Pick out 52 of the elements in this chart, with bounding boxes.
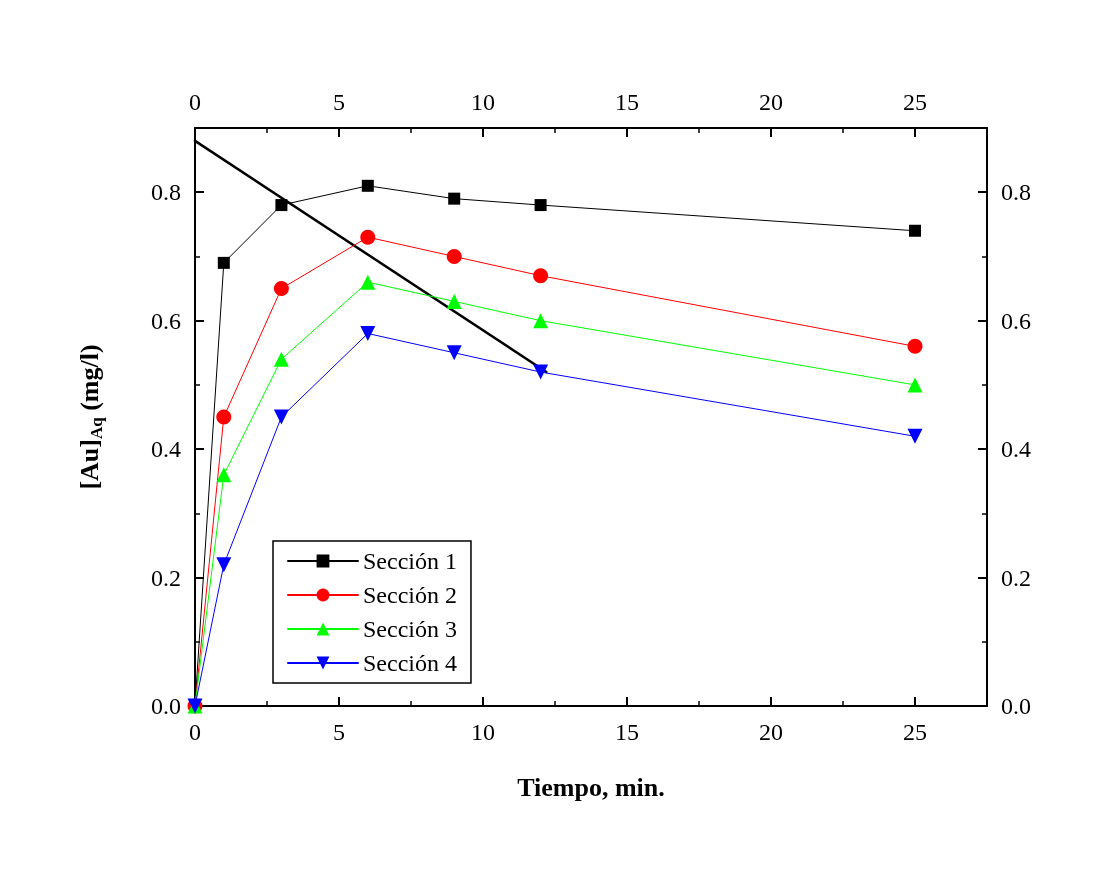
x-tick-label: 25 xyxy=(903,719,927,745)
point xyxy=(446,293,462,309)
y-tick-label: 0.2 xyxy=(151,564,181,591)
point xyxy=(907,377,923,393)
point xyxy=(534,199,547,212)
point xyxy=(448,192,461,205)
y2-tick-label: 0.4 xyxy=(1001,436,1031,463)
legend-label: Sección 4 xyxy=(363,650,457,676)
y-tick-label: 0.8 xyxy=(151,179,181,206)
point xyxy=(216,557,232,573)
x-tick-label: 5 xyxy=(333,719,345,745)
x-tick-label: 0 xyxy=(189,719,201,745)
point xyxy=(217,256,230,269)
point xyxy=(216,467,232,483)
legend-label: Sección 2 xyxy=(363,582,457,608)
point xyxy=(273,281,289,297)
y-tick-label: 0.6 xyxy=(151,307,181,334)
y2-tick-label: 0.6 xyxy=(1001,307,1031,334)
point xyxy=(907,428,923,444)
point xyxy=(446,345,462,361)
point xyxy=(360,274,376,290)
y-axis-title: [Au]Aq (mg/l) xyxy=(75,344,106,490)
x2-tick-label: 0 xyxy=(189,89,201,115)
x2-tick-label: 10 xyxy=(471,89,495,115)
x2-tick-label: 15 xyxy=(615,89,639,115)
y2-tick-label: 0.0 xyxy=(1001,693,1031,719)
y2-tick-label: 0.8 xyxy=(1001,179,1031,206)
point xyxy=(273,351,289,367)
point xyxy=(275,199,288,212)
x-tick-label: 20 xyxy=(759,719,783,745)
legend-label: Sección 1 xyxy=(363,548,457,574)
point xyxy=(361,179,374,192)
point xyxy=(907,338,923,354)
x-axis-title: Tiempo, min. xyxy=(517,772,665,802)
y-tick-label: 0.0 xyxy=(151,693,181,719)
point xyxy=(360,326,376,342)
x2-tick-label: 20 xyxy=(759,89,783,115)
point xyxy=(273,409,289,425)
x2-tick-label: 25 xyxy=(903,89,927,115)
point xyxy=(533,313,549,329)
y-tick-label: 0.4 xyxy=(151,436,181,463)
point xyxy=(360,229,376,245)
x-tick-label: 15 xyxy=(615,719,639,745)
point xyxy=(216,409,232,425)
point xyxy=(533,268,549,284)
point xyxy=(446,248,462,264)
legend-label: Sección 3 xyxy=(363,616,457,642)
y2-tick-label: 0.2 xyxy=(1001,564,1031,591)
x2-tick-label: 5 xyxy=(333,89,345,115)
point xyxy=(909,224,921,237)
point xyxy=(533,364,549,380)
x-tick-label: 10 xyxy=(471,719,495,745)
